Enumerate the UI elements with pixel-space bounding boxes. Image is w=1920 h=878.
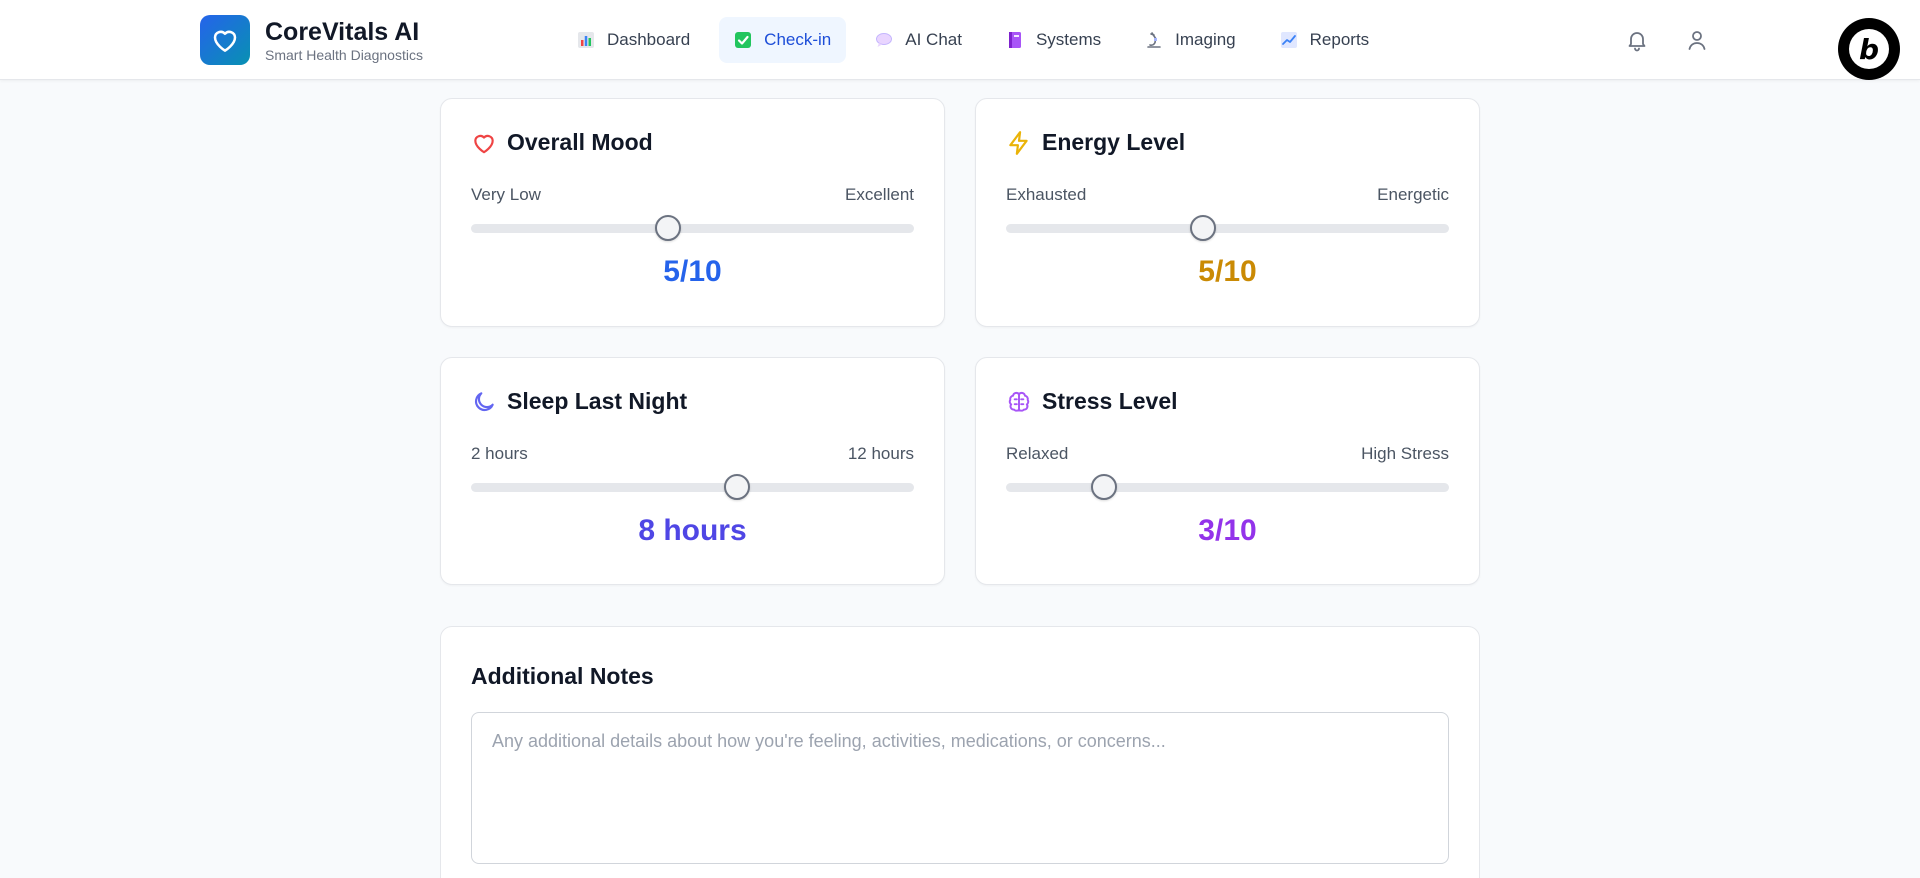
brand[interactable]: CoreVitals AI Smart Health Diagnostics [200, 15, 423, 65]
brain-icon [1006, 389, 1032, 415]
energy-min-label: Exhausted [1006, 185, 1087, 204]
mood-slider-thumb[interactable] [654, 215, 681, 241]
checkbox-icon [734, 31, 752, 49]
lightning-icon [1006, 130, 1032, 156]
speech-bubble-icon [875, 31, 893, 49]
bar-chart-icon [577, 31, 595, 49]
energy-title: Energy Level [1042, 129, 1186, 155]
energy-card: Energy Level Exhausted Energetic 5/10 [975, 98, 1480, 327]
main-nav: Dashboard Check-in AI Chat Systems Imagi… [562, 17, 1398, 63]
nav-ai-chat[interactable]: AI Chat [860, 17, 977, 63]
brand-subtitle: Smart Health Diagnostics [265, 47, 423, 63]
heart-logo-icon [200, 15, 250, 65]
brand-title: CoreVitals AI [265, 18, 420, 46]
moon-icon [471, 389, 497, 415]
notes-textarea[interactable] [471, 712, 1449, 864]
stress-card: Stress Level Relaxed High Stress 3/10 [975, 357, 1480, 585]
nav-dashboard[interactable]: Dashboard [562, 17, 705, 63]
mood-card: Overall Mood Very Low Excellent 5/10 [440, 98, 945, 327]
stress-value: 3/10 [1198, 514, 1257, 547]
stress-slider[interactable] [1006, 474, 1449, 500]
nav-ai-chat-label: AI Chat [905, 30, 962, 49]
nav-imaging-label: Imaging [1175, 30, 1236, 49]
nav-dashboard-label: Dashboard [607, 30, 691, 49]
nav-reports-label: Reports [1309, 30, 1370, 49]
bolt-badge-icon[interactable]: b [1838, 18, 1900, 80]
notes-card: Additional Notes [440, 626, 1480, 878]
mood-max-label: Excellent [845, 185, 914, 204]
sleep-title: Sleep Last Night [507, 388, 688, 414]
nav-systems[interactable]: Systems [991, 17, 1116, 63]
nav-check-in[interactable]: Check-in [719, 17, 847, 63]
sleep-max-label: 12 hours [847, 444, 914, 463]
user-icon[interactable] [1683, 26, 1711, 54]
top-header: CoreVitals AI Smart Health Diagnostics D… [0, 0, 1920, 80]
mood-min-label: Very Low [471, 185, 541, 204]
sleep-value: 8 hours [638, 514, 747, 547]
sleep-slider[interactable] [471, 474, 914, 500]
nav-systems-label: Systems [1035, 30, 1102, 49]
energy-slider[interactable] [1006, 215, 1449, 241]
sleep-min-label: 2 hours [471, 444, 528, 463]
microscope-icon [1145, 31, 1163, 49]
line-chart-icon [1280, 31, 1298, 49]
notebook-icon [1006, 31, 1024, 49]
mood-slider[interactable] [471, 215, 914, 241]
nav-check-in-label: Check-in [764, 30, 832, 49]
stress-min-label: Relaxed [1006, 444, 1069, 463]
nav-imaging[interactable]: Imaging [1130, 17, 1250, 63]
heart-icon [471, 130, 497, 156]
stress-max-label: High Stress [1361, 444, 1449, 463]
nav-reports[interactable]: Reports [1265, 17, 1385, 63]
sleep-card: Sleep Last Night 2 hours 12 hours 8 hour… [440, 357, 945, 585]
sleep-slider-thumb[interactable] [723, 474, 750, 500]
stress-title: Stress Level [1042, 388, 1178, 414]
energy-value: 5/10 [1198, 255, 1257, 288]
energy-slider-thumb[interactable] [1189, 215, 1216, 241]
bell-icon[interactable] [1623, 26, 1651, 54]
energy-max-label: Energetic [1377, 185, 1449, 204]
stress-slider-thumb[interactable] [1091, 474, 1118, 500]
mood-value: 5/10 [663, 255, 722, 288]
notes-title: Additional Notes [471, 663, 654, 689]
mood-title: Overall Mood [507, 129, 653, 155]
